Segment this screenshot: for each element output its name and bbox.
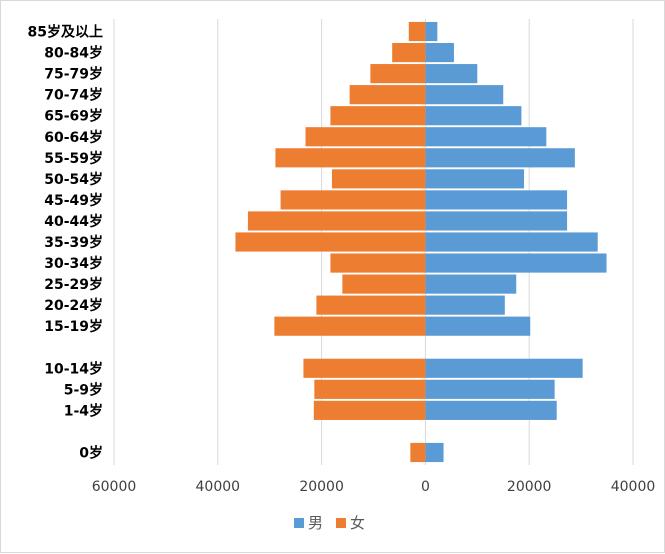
category-label-2: 75-79岁 (44, 66, 103, 83)
x-tick-label-1: 40000 (196, 479, 241, 495)
bar-male-2 (425, 64, 478, 84)
x-tick-label-4: 20000 (507, 479, 552, 495)
legend-swatch-0 (294, 518, 304, 528)
category-label-14: 15-19岁 (44, 318, 103, 335)
bar-female-16 (303, 358, 426, 378)
category-label-18: 1-4岁 (64, 402, 103, 419)
category-label-17: 5-9岁 (64, 381, 103, 398)
bar-female-14 (274, 316, 426, 336)
bar-male-20 (425, 442, 444, 463)
category-label-3: 70-74岁 (44, 87, 103, 104)
category-label-4: 65-69岁 (44, 108, 103, 125)
category-label-11: 30-34岁 (44, 255, 103, 272)
bar-male-3 (425, 85, 504, 105)
category-label-1: 80-84岁 (44, 45, 103, 62)
bar-male-18 (425, 400, 557, 420)
bar-male-10 (425, 232, 598, 252)
category-label-5: 60-64岁 (44, 129, 103, 146)
legend-label-1: 女 (350, 514, 365, 532)
bar-male-4 (425, 106, 522, 126)
legend-swatch-1 (336, 518, 346, 528)
bar-male-5 (425, 127, 547, 147)
bar-female-9 (247, 211, 426, 231)
category-label-10: 35-39岁 (44, 234, 103, 251)
bar-female-7 (331, 169, 426, 189)
bar-female-1 (392, 42, 426, 63)
legend-label-0: 男 (308, 514, 323, 532)
bar-female-10 (235, 232, 426, 252)
bar-male-12 (425, 274, 517, 294)
x-tick-label-0: 60000 (92, 479, 137, 495)
bar-female-2 (370, 64, 426, 84)
category-label-7: 50-54岁 (44, 171, 103, 188)
bar-female-3 (349, 85, 426, 105)
x-tick-label-5: 40000 (611, 479, 656, 495)
x-tick-label-2: 20000 (299, 479, 344, 495)
bar-female-4 (330, 106, 426, 126)
bar-female-0 (408, 21, 426, 42)
bar-female-20 (410, 442, 426, 463)
x-tick-label-3: 0 (421, 479, 430, 495)
bar-female-13 (316, 295, 426, 315)
bar-male-1 (425, 42, 454, 63)
category-label-16: 10-14岁 (44, 360, 103, 377)
bar-male-6 (425, 148, 575, 168)
bar-male-0 (425, 21, 438, 42)
bar-male-16 (425, 358, 583, 378)
bar-male-11 (425, 253, 607, 273)
category-label-8: 45-49岁 (44, 192, 103, 209)
bar-male-8 (425, 190, 568, 210)
bar-male-17 (425, 379, 555, 399)
category-label-13: 20-24岁 (44, 297, 103, 314)
category-label-0: 85岁及以上 (28, 24, 103, 41)
bar-male-7 (425, 169, 525, 189)
bar-female-5 (305, 127, 426, 147)
bar-female-18 (313, 400, 426, 420)
bar-male-13 (425, 295, 505, 315)
bar-male-9 (425, 211, 568, 231)
category-label-9: 40-44岁 (44, 213, 103, 230)
bar-female-17 (314, 379, 426, 399)
bar-female-11 (330, 253, 426, 273)
category-label-20: 0岁 (79, 444, 103, 461)
category-label-12: 25-29岁 (44, 276, 103, 293)
bar-male-14 (425, 316, 531, 336)
bar-female-8 (280, 190, 426, 210)
bar-female-12 (342, 274, 426, 294)
category-label-6: 55-59岁 (44, 150, 103, 167)
bar-female-6 (275, 148, 426, 168)
